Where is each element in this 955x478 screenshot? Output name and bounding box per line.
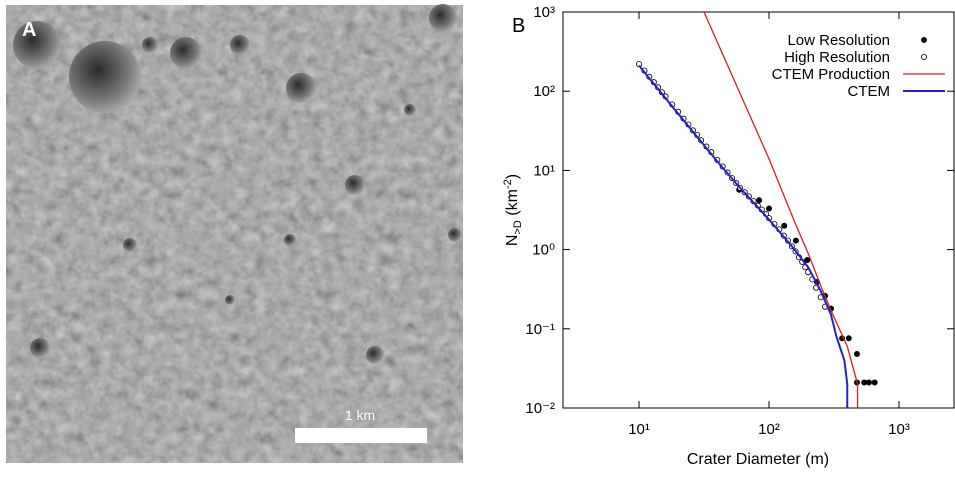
y-tick-label: 10³	[533, 4, 555, 21]
panel-label: B	[512, 15, 525, 37]
x-axis-label: Crater Diameter (m)	[687, 451, 829, 468]
data-point	[756, 197, 763, 204]
legend-swatch	[921, 37, 928, 44]
series-line	[638, 65, 849, 408]
y-label-close: )	[504, 174, 521, 179]
y-label-base: N	[504, 235, 521, 247]
legend-label: CTEM	[848, 83, 891, 100]
y-label-superscript: -2	[502, 179, 514, 189]
scale-bar	[295, 428, 427, 443]
data-point	[804, 256, 811, 263]
legend-label: Low Resolution	[787, 32, 890, 49]
x-tick-label: 10²	[758, 421, 780, 438]
series-line	[703, 12, 859, 408]
panel-b: B Crater Diameter (m) N>D (km-2) 10¹ 10² 1…	[502, 4, 955, 468]
plot-frame	[562, 11, 955, 409]
legend-swatch	[921, 54, 928, 61]
data-point	[871, 379, 878, 386]
legend-label: High Resolution	[784, 49, 890, 66]
y-label-unit: (km	[504, 189, 521, 220]
y-tick-label: 10⁰	[532, 242, 555, 259]
x-tick-label: 10³	[888, 421, 910, 438]
data-point	[865, 379, 872, 386]
y-tick-label: 10²	[533, 83, 555, 100]
data-point	[781, 222, 788, 229]
panel-a: A 1 km	[6, 4, 463, 463]
craters	[13, 4, 462, 364]
y-tick-label: 10⁻²	[525, 400, 555, 417]
y-label-subscript: >D	[512, 220, 524, 234]
panel-label: A	[22, 19, 36, 41]
scale-bar-label: 1 km	[345, 407, 375, 423]
data-point	[853, 351, 860, 358]
x-tick-label: 10¹	[628, 421, 650, 438]
data-point	[792, 237, 799, 244]
legend-label: CTEM Production	[772, 66, 890, 83]
data-point	[845, 335, 852, 342]
data-point	[766, 205, 773, 212]
y-tick-label: 10¹	[533, 162, 555, 179]
y-tick-label: 10⁻¹	[525, 321, 555, 338]
y-axis-label: N>D (km-2)	[502, 174, 524, 246]
